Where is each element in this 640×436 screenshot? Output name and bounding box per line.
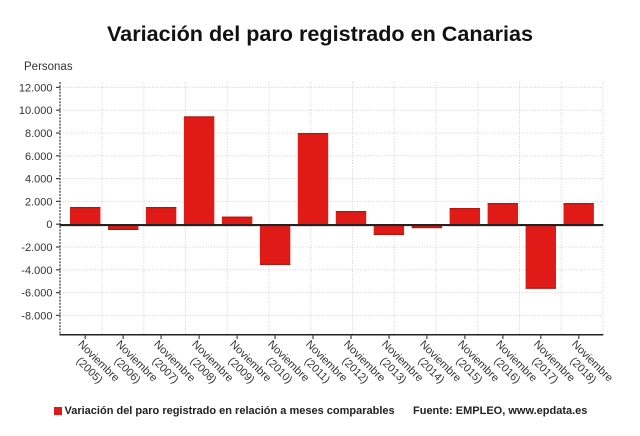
- svg-text:-4.000: -4.000: [21, 265, 52, 277]
- svg-text:4.000: 4.000: [25, 174, 53, 186]
- svg-text:10.000: 10.000: [19, 105, 53, 117]
- svg-text:2.000: 2.000: [25, 196, 53, 208]
- svg-text:12.000: 12.000: [19, 82, 53, 94]
- svg-text:6.000: 6.000: [25, 151, 53, 163]
- svg-text:-6.000: -6.000: [21, 288, 52, 300]
- svg-text:-8.000: -8.000: [21, 310, 52, 322]
- svg-text:0: 0: [46, 219, 52, 231]
- svg-text:8.000: 8.000: [25, 128, 53, 140]
- svg-text:-2.000: -2.000: [21, 242, 52, 254]
